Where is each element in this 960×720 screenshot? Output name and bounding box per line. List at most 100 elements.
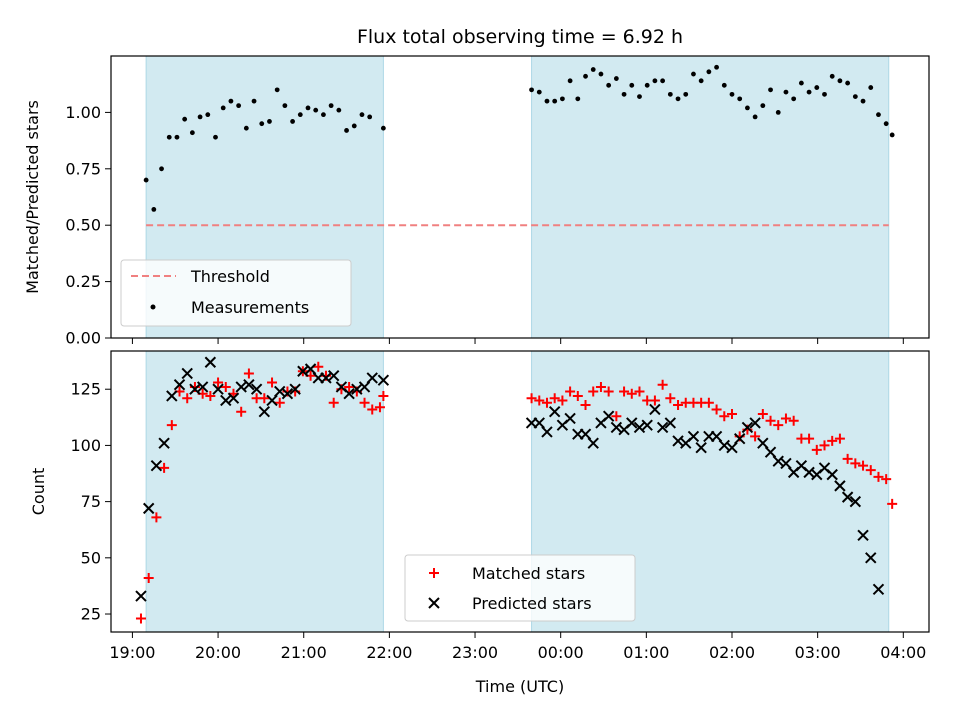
- predicted-star-point: [749, 417, 761, 429]
- measurement-point: [305, 105, 311, 111]
- measurement-point: [798, 80, 804, 86]
- matched-star-point: [220, 381, 231, 392]
- legend-matched-marker: [429, 568, 439, 578]
- measurement-point: [297, 112, 303, 118]
- measurement-point: [344, 128, 349, 133]
- matched-star-point: [549, 393, 560, 404]
- measurement-point: [783, 89, 789, 95]
- measurement-point: [282, 103, 288, 109]
- measurement-point: [644, 82, 650, 88]
- y-tick-label: 50: [81, 548, 101, 567]
- measurement-point: [868, 85, 874, 90]
- matched-star-point: [780, 413, 791, 424]
- measurement-point: [660, 78, 666, 84]
- measurement-point: [737, 96, 743, 102]
- measurement-point: [159, 166, 164, 172]
- measurements-series: [143, 64, 895, 212]
- x-tick-label: 04:00: [880, 643, 926, 662]
- measurement-point: [544, 98, 550, 104]
- measurement-point: [552, 98, 558, 104]
- matched-star-point: [557, 395, 568, 406]
- matched-star-point: [626, 388, 637, 399]
- top-y-ticks: 0.00 0.25 0.50 0.75 1.00: [65, 103, 111, 348]
- y-tick-label: 125: [70, 380, 101, 399]
- predicted-star-point: [548, 405, 561, 418]
- measurement-point: [213, 134, 218, 140]
- predicted-star-point: [289, 383, 301, 395]
- measurement-point: [652, 78, 658, 84]
- matched-star-point: [328, 397, 339, 408]
- measurement-point: [760, 103, 766, 109]
- x-tick-label: 23:00: [452, 643, 498, 662]
- x-tick-label: 20:00: [195, 643, 241, 662]
- legend-predicted-swatch: [428, 597, 440, 609]
- matched-star-point: [649, 395, 660, 406]
- matched-stars-series: [135, 361, 898, 624]
- predicted-star-point: [366, 372, 378, 384]
- matched-star-point: [595, 381, 606, 392]
- y-tick-label: 1.00: [65, 103, 101, 122]
- matched-star-point: [673, 399, 684, 410]
- measurement-point: [236, 103, 242, 109]
- predicted-star-point: [849, 495, 862, 508]
- matched-star-point: [834, 433, 845, 444]
- matched-star-point: [611, 411, 622, 422]
- predicted-star-point: [602, 410, 615, 422]
- measurement-point: [837, 78, 843, 84]
- measurement-point: [351, 123, 357, 129]
- matched-star-point: [526, 393, 537, 404]
- predicted-star-point: [250, 383, 263, 395]
- matched-star-point: [873, 471, 884, 482]
- matched-star-point: [773, 420, 784, 431]
- measurement-point: [829, 73, 835, 79]
- matched-star-point: [313, 361, 324, 372]
- bottom-y-axis-label: Count: [29, 468, 48, 516]
- predicted-star-point: [227, 392, 240, 404]
- measurement-point: [598, 71, 604, 77]
- x-axis-label: Time (UTC): [475, 677, 564, 696]
- measurement-point: [883, 121, 889, 127]
- matched-star-point: [182, 393, 193, 404]
- predicted-star-point: [656, 421, 669, 434]
- predicted-star-point: [710, 430, 723, 443]
- measurement-point: [367, 114, 373, 120]
- matched-star-point: [881, 474, 892, 485]
- predicted-star-point: [687, 430, 700, 443]
- predicted-star-point: [258, 405, 271, 418]
- matched-star-point: [259, 393, 270, 404]
- predicted-star-point: [243, 379, 255, 391]
- matched-star-point: [726, 408, 737, 419]
- matched-star-point: [804, 433, 815, 444]
- measurement-point: [174, 134, 180, 140]
- x-tick-label: 03:00: [795, 643, 841, 662]
- bottom-axes-frame: [110, 350, 930, 633]
- matched-star-point: [534, 395, 545, 406]
- matched-star-point: [243, 368, 254, 379]
- legend-threshold-label: Threshold: [190, 267, 270, 286]
- x-tick-label: 01:00: [623, 643, 669, 662]
- matched-star-point: [703, 397, 714, 408]
- measurement-point: [590, 67, 596, 72]
- measurement-point: [667, 91, 673, 97]
- y-tick-label: 100: [70, 436, 101, 455]
- predicted-star-point: [841, 491, 854, 503]
- top-legend: Threshold Measurements: [120, 259, 352, 327]
- x-tick-label: 22:00: [366, 643, 412, 662]
- matched-star-point: [619, 386, 630, 397]
- measurement-point: [752, 114, 758, 120]
- y-tick-label: 75: [81, 492, 101, 511]
- measurement-point: [151, 207, 157, 212]
- predicted-star-point: [304, 363, 317, 375]
- matched-star-point: [588, 386, 599, 397]
- matched-star-point: [657, 379, 668, 390]
- matched-star-point: [267, 377, 278, 388]
- legend-measurements-label: Measurements: [191, 298, 309, 317]
- matched-star-point: [788, 415, 799, 426]
- bottom-legend-box: [404, 554, 636, 622]
- matched-star-point: [143, 573, 154, 584]
- bottom-panel: 25 50 75 100 125 19:00 20:00 21:00 22:00 23:00 00…: [29, 350, 930, 696]
- legend-matched-swatch: [429, 568, 439, 578]
- predicted-star-point: [158, 437, 170, 449]
- measurement-point: [714, 64, 719, 70]
- legend-matched-label: Matched stars: [472, 564, 585, 583]
